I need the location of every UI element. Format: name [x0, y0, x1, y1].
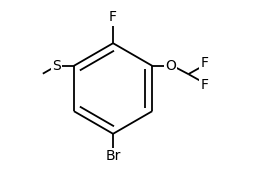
Text: F: F: [200, 56, 208, 70]
Text: S: S: [52, 59, 60, 73]
Text: O: O: [165, 59, 176, 73]
Text: Br: Br: [105, 149, 121, 163]
Text: F: F: [200, 78, 208, 92]
Text: F: F: [109, 10, 117, 24]
